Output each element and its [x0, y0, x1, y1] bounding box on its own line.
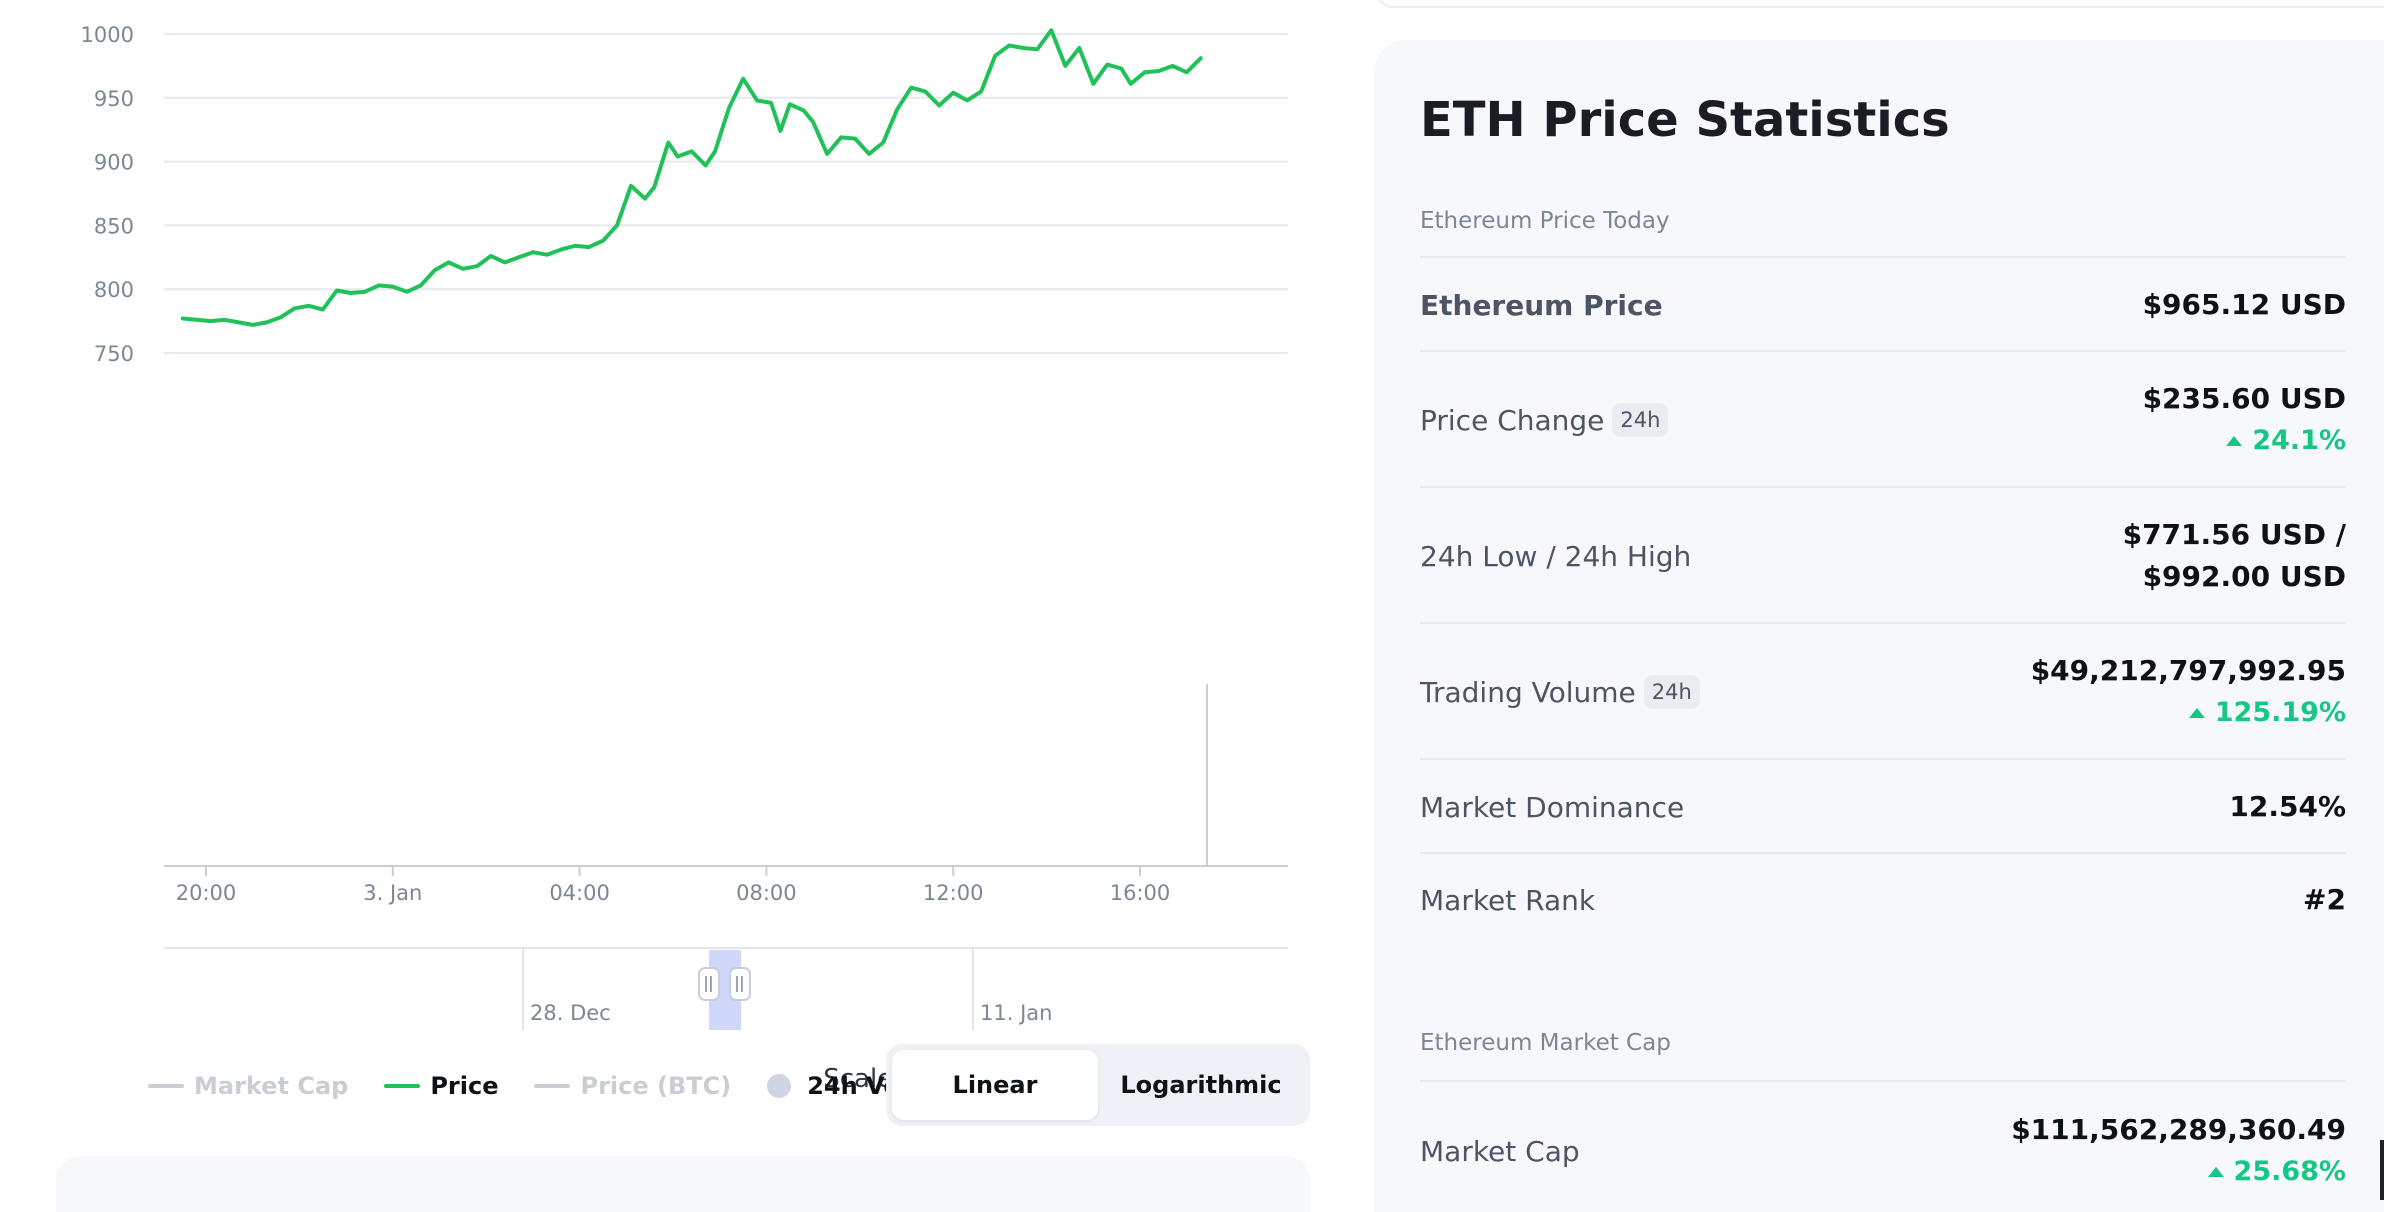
caret-up-icon — [2207, 1167, 2224, 1177]
scale-toggle: Linear Logarithmic — [886, 1044, 1310, 1126]
stat-label: Trading Volume 24h — [1420, 675, 1700, 709]
legend-swatch — [534, 1084, 571, 1088]
y-tick-label: 850 — [94, 214, 134, 238]
y-tick-label: 950 — [94, 87, 134, 111]
navigator-label: 28. Dec — [530, 1001, 611, 1025]
change-up: 125.19% — [2031, 692, 2346, 734]
x-tick-label: 16:00 — [1110, 881, 1171, 905]
scale-linear-button[interactable]: Linear — [892, 1050, 1098, 1120]
chart-navigator[interactable]: 28. Dec 11. Jan — [164, 947, 1288, 1030]
stat-label: Ethereum Price — [1420, 288, 1663, 322]
stat-value: $965.12 USD — [2142, 288, 2346, 321]
x-tick-label: 20:00 — [176, 881, 237, 905]
scale-logarithmic-button[interactable]: Logarithmic — [1098, 1050, 1304, 1120]
y-tick-label: 800 — [94, 278, 134, 302]
stat-label: Price Change 24h — [1420, 403, 1669, 437]
x-tick-label: 12:00 — [923, 881, 984, 905]
next-card — [56, 1156, 1310, 1212]
change-up: 24.1% — [2143, 420, 2346, 462]
scale-label: Scale — [823, 1064, 894, 1094]
navigator-label: 11. Jan — [980, 1001, 1052, 1025]
legend-price-btc[interactable]: Price (BTC) — [534, 1072, 731, 1100]
caret-up-icon — [2226, 436, 2243, 446]
legend-swatch — [148, 1084, 184, 1088]
stat-row-ethereum-price: Ethereum Price $965.12 USD — [1420, 256, 2346, 352]
stat-label: Market Dominance — [1420, 790, 1685, 824]
price-statistics-panel: ETH Price Statistics Ethereum Price Toda… — [1374, 40, 2384, 1212]
stat-label: Market Cap — [1420, 1134, 1580, 1168]
stat-value: $771.56 USD / $992.00 USD — [2122, 518, 2346, 593]
stat-label: Market Rank — [1420, 883, 1596, 917]
legend-swatch — [384, 1084, 421, 1088]
stats-title: ETH Price Statistics — [1420, 92, 1950, 148]
legend-label: Price (BTC) — [580, 1072, 732, 1100]
price-chart-panel: 750 800 850 900 950 1000 20:00 3. Jan 04:00 08:0… — [0, 0, 1330, 1212]
stat-label: 24h Low / 24h High — [1420, 539, 1692, 573]
y-tick-label: 900 — [94, 151, 134, 175]
badge-24h: 24h — [1643, 675, 1700, 709]
previous-card-edge — [1378, 0, 2384, 8]
x-tick-label: 08:00 — [736, 881, 797, 905]
legend-price[interactable]: Price — [384, 1072, 498, 1100]
y-tick-label: 1000 — [81, 23, 134, 47]
section-label-market-cap: Ethereum Market Cap — [1420, 1030, 1671, 1056]
stat-value: #2 — [2303, 883, 2346, 916]
scrollbar-edge[interactable] — [2380, 1140, 2384, 1200]
x-tick-label: 3. Jan — [363, 881, 422, 905]
price-series-line — [180, 28, 1203, 327]
section-label-today: Ethereum Price Today — [1420, 208, 1670, 234]
x-tick-label: 04:00 — [549, 881, 610, 905]
stat-row-price-change: Price Change 24h $235.60 USD 24.1% — [1420, 350, 2346, 488]
stat-row-low-high: 24h Low / 24h High $771.56 USD / $992.00… — [1420, 486, 2346, 624]
navigator-left-handle[interactable] — [698, 967, 720, 1001]
price-chart[interactable]: 750 800 850 900 950 1000 20:00 3. Jan 04:00 08:0… — [0, 0, 1330, 1040]
navigator-right-handle[interactable] — [729, 967, 751, 1001]
legend-label: Market Cap — [194, 1072, 349, 1100]
legend-label: Price — [430, 1072, 499, 1100]
stat-row-market-dominance: Market Dominance 12.54% — [1420, 758, 2346, 854]
stat-value: $111,562,289,360.49 25.68% — [2011, 1109, 2346, 1193]
stat-value: 12.54% — [2229, 790, 2346, 823]
badge-24h: 24h — [1612, 403, 1669, 437]
y-tick-label: 750 — [94, 342, 134, 366]
change-up: 25.68% — [2011, 1151, 2346, 1193]
chart-legend: Market Cap Price Price (BTC) 24h Vol Sca… — [148, 1056, 944, 1116]
stat-row-market-rank: Market Rank #2 — [1420, 852, 2346, 946]
legend-dot — [767, 1074, 792, 1098]
stat-row-market-cap: Market Cap $111,562,289,360.49 25.68% — [1420, 1080, 2346, 1212]
stat-row-trading-volume: Trading Volume 24h $49,212,797,992.95 12… — [1420, 622, 2346, 760]
stat-value: $235.60 USD 24.1% — [2143, 378, 2346, 462]
legend-market-cap[interactable]: Market Cap — [148, 1072, 348, 1100]
stat-value: $49,212,797,992.95 125.19% — [2031, 650, 2346, 734]
caret-up-icon — [2188, 708, 2205, 718]
